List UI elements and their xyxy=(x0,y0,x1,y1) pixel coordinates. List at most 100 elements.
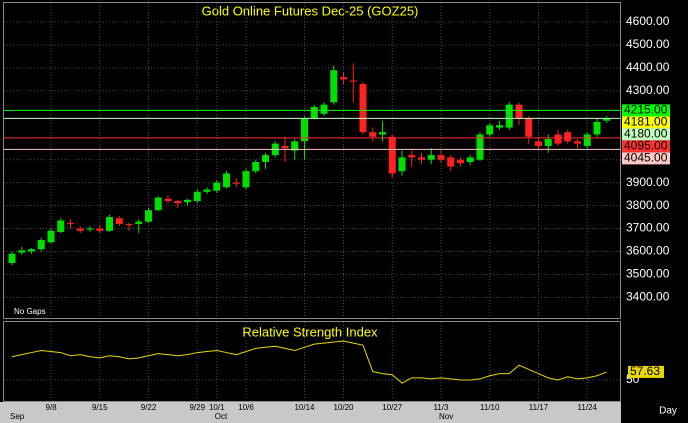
candle-body xyxy=(232,182,240,184)
month-label: Oct xyxy=(215,412,228,421)
y-tick-label: 3600.00 xyxy=(626,244,670,258)
candle-body xyxy=(466,157,474,162)
candle-body xyxy=(184,199,191,203)
candle-body xyxy=(486,125,494,135)
candle-body xyxy=(457,159,464,164)
candle-body xyxy=(291,141,299,151)
date-axis-strip xyxy=(0,402,621,423)
candle-body xyxy=(340,77,347,80)
candle-body xyxy=(135,221,143,224)
y-tick-label: 4500.00 xyxy=(626,37,670,51)
candle-body xyxy=(301,118,308,142)
candle-body xyxy=(447,157,455,167)
candle-body xyxy=(145,210,152,222)
rsi-panel xyxy=(3,321,621,402)
candle-body xyxy=(593,121,601,135)
candle-body xyxy=(262,155,269,162)
y-tick-label: 3800.00 xyxy=(626,198,670,212)
candle-body xyxy=(47,230,55,243)
candle-body xyxy=(574,141,581,144)
candle-body xyxy=(125,223,133,226)
candle-body xyxy=(193,191,201,201)
annotation: No Gaps xyxy=(14,307,46,316)
y-tick-label: 4600.00 xyxy=(626,14,670,28)
candle-body xyxy=(564,132,572,142)
y-tick-label: 3900.00 xyxy=(626,175,670,189)
y-tick-label: 3700.00 xyxy=(626,221,670,235)
candle-body xyxy=(115,218,123,224)
candle-body xyxy=(535,141,542,146)
x-tick-label: 10/27 xyxy=(382,403,403,412)
chart-title: Gold Online Futures Dec-25 (GOZ25) xyxy=(202,3,419,18)
candle-body xyxy=(379,132,386,135)
rsi-line xyxy=(11,340,607,384)
candle-body xyxy=(496,125,503,128)
candle-body xyxy=(96,228,104,231)
candle-body xyxy=(18,250,26,253)
month-label: Nov xyxy=(439,412,453,421)
last-value-label: 57.63 xyxy=(630,364,660,378)
candle-body xyxy=(320,104,328,114)
candle-body xyxy=(223,173,230,188)
level-label: 4180.00 xyxy=(624,127,668,141)
candle-body xyxy=(252,161,260,172)
candle-body xyxy=(603,118,611,121)
level-label-bg xyxy=(622,128,670,141)
candle-body xyxy=(583,134,591,146)
candle-body xyxy=(515,104,523,119)
candle-body xyxy=(154,197,162,211)
candle-body xyxy=(28,249,35,252)
candle-body xyxy=(76,228,84,231)
x-tick-label: 9/15 xyxy=(92,403,108,412)
candle-body xyxy=(554,134,562,144)
y-tick-label: 4300.00 xyxy=(626,83,670,97)
candle-body xyxy=(525,118,533,137)
candle-body xyxy=(505,104,513,128)
candle-body xyxy=(408,155,416,158)
candle-body xyxy=(369,132,377,137)
level-label: 4045.00 xyxy=(624,151,668,165)
candle-body xyxy=(310,106,318,119)
candle-body xyxy=(106,217,113,231)
candle-body xyxy=(8,253,16,263)
month-label: Sep xyxy=(10,412,25,421)
candle-body xyxy=(281,145,289,149)
candle-body xyxy=(398,157,406,172)
level-label-bg xyxy=(622,152,670,165)
candle-body xyxy=(388,136,396,174)
x-tick-label: 9/29 xyxy=(189,403,205,412)
candle-body xyxy=(418,157,425,160)
x-tick-label: 10/20 xyxy=(333,403,354,412)
price-panel xyxy=(3,2,621,319)
candle-body xyxy=(544,139,552,146)
last-value-bg xyxy=(628,365,664,378)
level-label-bg xyxy=(622,104,670,117)
candle-body xyxy=(203,189,211,192)
y-tick-label: 3400.00 xyxy=(626,290,670,304)
candle-body xyxy=(349,80,357,82)
candle-body xyxy=(213,182,221,191)
candle-body xyxy=(86,228,94,230)
level-label-bg xyxy=(622,140,670,153)
candle-body xyxy=(37,239,45,250)
candle-body xyxy=(476,134,484,160)
candle-body xyxy=(174,200,182,204)
y-tick-label: 3500.00 xyxy=(626,267,670,281)
x-tick-label: 11/3 xyxy=(434,403,450,412)
x-tick-label: 10/14 xyxy=(294,403,315,412)
candle-body xyxy=(164,198,172,201)
x-tick-label: 10/1 xyxy=(209,403,225,412)
x-axis-label: Day xyxy=(659,406,677,417)
candle-body xyxy=(359,83,367,133)
x-tick-label: 11/10 xyxy=(480,403,500,412)
candle-body xyxy=(242,171,250,188)
x-tick-label: 11/24 xyxy=(578,403,598,412)
level-label: 4095.00 xyxy=(624,139,668,153)
level-label: 4181.00 xyxy=(624,115,668,129)
x-tick-label: 9/22 xyxy=(141,403,157,412)
x-tick-label: 9/8 xyxy=(45,403,57,412)
x-tick-label: 10/6 xyxy=(238,403,254,412)
candle-body xyxy=(437,155,445,160)
